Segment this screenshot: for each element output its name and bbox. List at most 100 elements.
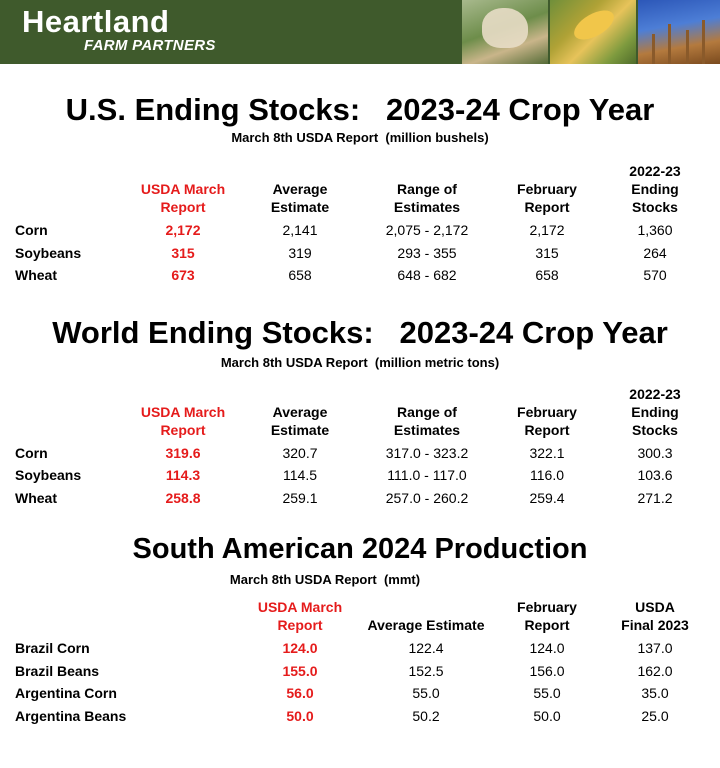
sa-table-cell: 50.2 [412, 708, 440, 724]
brand-subtitle: FARM PARTNERS [84, 37, 216, 54]
sa-column-header-line: Final 2023 [621, 617, 689, 633]
sa-row-label: Brazil Corn [15, 640, 90, 656]
sa-row-label: Argentina Corn [15, 685, 117, 701]
us-column-header-line: 2022-23 [629, 163, 681, 179]
sa-table-cell: 56.0 [286, 685, 314, 701]
us-subtitle: March 8th USDA Report (million bushels) [231, 130, 489, 145]
world-column-header-line: Average [272, 404, 328, 420]
us-row-label: Corn [15, 222, 48, 238]
us-column-header: USDA March Report [128, 180, 238, 216]
world-table-cell: 271.2 [637, 490, 673, 506]
world-table-cell: 317.0 - 323.2 [385, 445, 469, 461]
world-column-header-line: 2022-23 [629, 386, 681, 402]
world-row-label: Wheat [15, 490, 57, 506]
world-table-cell: 116.0 [530, 467, 564, 483]
sa-column-header-line: February [517, 599, 577, 615]
sa-table-cell: 25.0 [641, 708, 669, 724]
us-table-cell: 1,360 [637, 222, 673, 238]
world-column-header: Range of Estimates [372, 403, 482, 439]
world-column-header-line: Estimate [270, 422, 330, 438]
sa-column-header-line: Report [277, 617, 323, 633]
us-column-header-line: Estimate [270, 199, 330, 215]
us-row-label: Soybeans [15, 245, 82, 261]
us-column-header-line: Estimates [393, 199, 461, 215]
sa-table-cell: 122.4 [408, 640, 444, 656]
cow-photo [462, 0, 548, 64]
sa-table-cell: 35.0 [641, 685, 669, 701]
world-subtitle: March 8th USDA Report (million metric to… [220, 355, 500, 370]
world-table-cell: 322.1 [529, 445, 565, 461]
wheat-photo [638, 0, 720, 64]
world-column-header-line: Estimates [393, 422, 461, 438]
us-table-cell: 658 [535, 267, 559, 283]
us-column-header-line: Report [160, 199, 206, 215]
sa-column-header: USDA March Report [245, 598, 355, 634]
world-table-cell: 320.7 [282, 445, 318, 461]
us-table-cell: 2,141 [282, 222, 318, 238]
world-column-header-line: Stocks [632, 422, 678, 438]
world-row-label: Soybeans [15, 467, 82, 483]
us-column-header-line: USDA March [140, 181, 226, 197]
sa-column-header: USDA Final 2023 [600, 598, 710, 634]
sa-column-header-line: USDA [635, 599, 675, 615]
world-table-cell: 114.5 [283, 467, 317, 483]
world-column-header-line: Report [160, 422, 206, 438]
us-table-cell: 2,075 - 2,172 [385, 222, 469, 238]
sa-table-cell: 156.0 [529, 663, 565, 679]
us-table-cell: 315 [535, 245, 559, 261]
sa-column-header-line: Report [524, 617, 570, 633]
world-table-cell: 259.1 [282, 490, 318, 506]
us-column-header: Average Estimate [245, 180, 355, 216]
world-column-header-line: Ending [631, 404, 679, 420]
us-table-cell: 570 [643, 267, 667, 283]
sa-table-cell: 124.0 [282, 640, 318, 656]
world-column-header-line: Range of [397, 404, 457, 420]
us-column-header-line: February [517, 181, 577, 197]
world-table-cell: 114.3 [165, 467, 201, 483]
corn-photo [550, 0, 636, 64]
us-table-cell: 315 [171, 245, 195, 261]
us-column-header-line: Stocks [632, 199, 678, 215]
world-column-header: February Report [492, 403, 602, 439]
us-column-header-line: Report [524, 199, 570, 215]
sa-row-label: Argentina Beans [15, 708, 127, 724]
sa-column-header: February Report [492, 598, 602, 634]
header-banner: Heartland FARM PARTNERS [0, 0, 720, 64]
world-table-cell: 111.0 - 117.0 [387, 467, 467, 483]
sa-table-cell: 50.0 [533, 708, 561, 724]
world-title: World Ending Stocks: 2023-24 Crop Year [52, 315, 668, 350]
sa-table-cell: 162.0 [637, 663, 673, 679]
world-table-cell: 258.8 [165, 490, 201, 506]
heartland-logo: Heartland FARM PARTNERS [22, 6, 216, 54]
sa-subtitle: March 8th USDA Report (mmt) [229, 572, 421, 587]
sa-column-header-line: Average Estimate [367, 617, 485, 633]
sa-row-label: Brazil Beans [15, 663, 100, 679]
sa-title: South American 2024 Production [132, 533, 588, 565]
us-column-header-line: Average [272, 181, 328, 197]
sa-table-cell: 55.0 [533, 685, 561, 701]
us-table-cell: 2,172 [165, 222, 201, 238]
us-table-cell: 658 [288, 267, 312, 283]
sa-table-cell: 137.0 [637, 640, 673, 656]
us-table-cell: 293 - 355 [397, 245, 457, 261]
world-table-cell: 103.6 [637, 467, 673, 483]
us-table-cell: 2,172 [529, 222, 565, 238]
world-table-cell: 259.4 [529, 490, 565, 506]
us-title: U.S. Ending Stocks: 2023-24 Crop Year [65, 92, 655, 127]
us-table-cell: 648 - 682 [397, 267, 457, 283]
sa-table-cell: 124.0 [529, 640, 565, 656]
world-column-header: 2022-23 Ending Stocks [600, 385, 710, 439]
world-row-label: Corn [15, 445, 48, 461]
us-table-cell: 673 [171, 267, 195, 283]
brand-name: Heartland [22, 4, 170, 39]
world-table-cell: 257.0 - 260.2 [385, 490, 469, 506]
us-table-cell: 319 [288, 245, 312, 261]
world-column-header-line: February [517, 404, 577, 420]
us-column-header: February Report [492, 180, 602, 216]
us-column-header: 2022-23 Ending Stocks [600, 162, 710, 216]
sa-column-header-line: USDA March [257, 599, 343, 615]
world-column-header-line: Report [524, 422, 570, 438]
us-column-header-line: Range of [397, 181, 457, 197]
sa-table-cell: 152.5 [408, 663, 444, 679]
us-row-label: Wheat [15, 267, 57, 283]
